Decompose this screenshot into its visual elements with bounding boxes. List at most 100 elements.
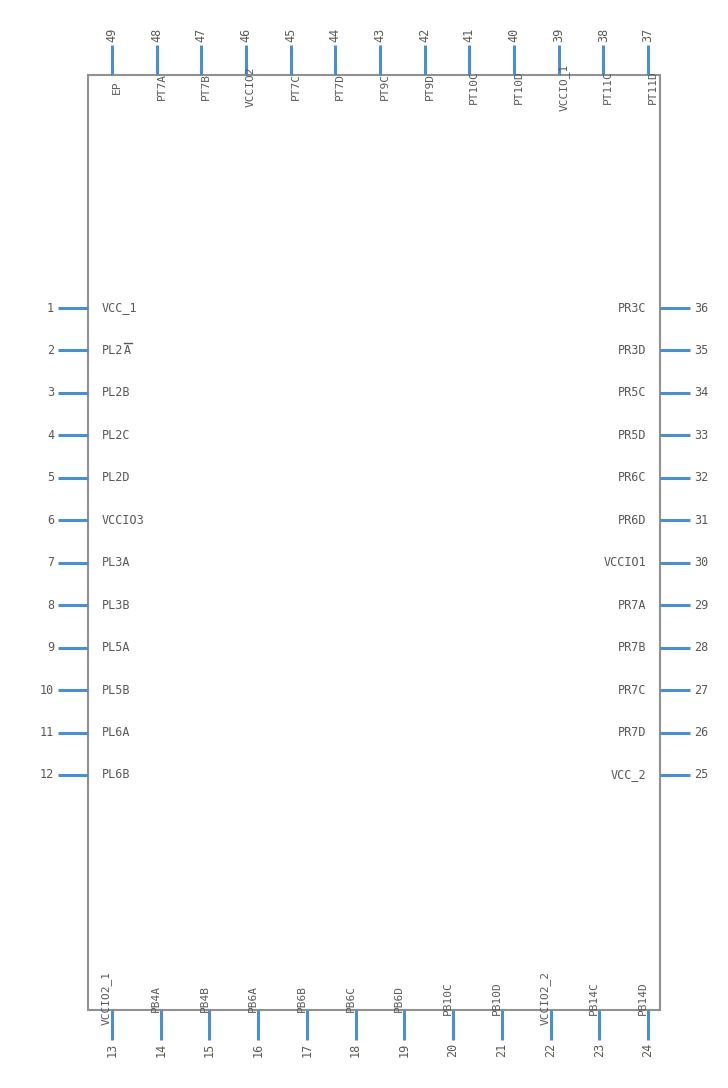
Text: 35: 35: [694, 344, 708, 357]
Text: 14: 14: [154, 1043, 167, 1058]
Text: 4: 4: [47, 429, 54, 442]
Text: 1: 1: [47, 301, 54, 314]
Text: PL6B: PL6B: [102, 768, 130, 781]
Text: PR6D: PR6D: [617, 514, 646, 527]
Text: PR3D: PR3D: [617, 344, 646, 357]
Text: PL5A: PL5A: [102, 641, 130, 654]
Text: A: A: [124, 344, 131, 357]
Text: 12: 12: [40, 768, 54, 781]
Text: 19: 19: [398, 1043, 411, 1058]
Text: 34: 34: [694, 386, 708, 399]
Text: 23: 23: [593, 1043, 606, 1058]
Text: 25: 25: [694, 768, 708, 781]
Text: 24: 24: [641, 1043, 654, 1058]
Text: PT7D: PT7D: [336, 74, 345, 100]
Text: VCCIO3: VCCIO3: [102, 514, 145, 527]
Text: 48: 48: [150, 28, 163, 42]
Text: 8: 8: [47, 598, 54, 611]
Text: PB6D: PB6D: [395, 985, 404, 1012]
Text: 16: 16: [252, 1043, 265, 1058]
Text: 26: 26: [694, 726, 708, 739]
Text: PT11D: PT11D: [648, 70, 658, 103]
Text: 45: 45: [284, 28, 297, 42]
Text: 5: 5: [47, 471, 54, 484]
Text: 46: 46: [240, 28, 253, 42]
Text: PT10D: PT10D: [514, 70, 524, 103]
Text: PT7A: PT7A: [157, 74, 167, 100]
Text: PB4B: PB4B: [199, 985, 210, 1012]
Text: PB6A: PB6A: [248, 985, 258, 1012]
Text: PR5D: PR5D: [617, 429, 646, 442]
Text: 20: 20: [446, 1043, 459, 1058]
Text: PL2D: PL2D: [102, 471, 130, 484]
Text: 21: 21: [495, 1043, 508, 1058]
Text: PB6C: PB6C: [346, 985, 356, 1012]
Text: 36: 36: [694, 301, 708, 314]
Text: 33: 33: [694, 429, 708, 442]
Text: PR5C: PR5C: [617, 386, 646, 399]
Text: 32: 32: [694, 471, 708, 484]
Text: 22: 22: [544, 1043, 557, 1058]
Text: VCCIO2_2: VCCIO2_2: [539, 970, 550, 1025]
Text: PR3C: PR3C: [617, 301, 646, 314]
Text: 13: 13: [106, 1043, 119, 1058]
Text: PB10D: PB10D: [492, 981, 502, 1015]
Text: VCCIO1: VCCIO1: [604, 556, 646, 569]
Text: 31: 31: [694, 514, 708, 527]
Text: 15: 15: [203, 1043, 216, 1058]
Text: 42: 42: [418, 28, 431, 42]
Text: 39: 39: [552, 28, 565, 42]
Text: 41: 41: [463, 28, 476, 42]
Text: PR7C: PR7C: [617, 683, 646, 696]
Text: PT9C: PT9C: [380, 74, 390, 100]
Text: 30: 30: [694, 556, 708, 569]
Text: 7: 7: [47, 556, 54, 569]
Text: PB14C: PB14C: [589, 981, 599, 1015]
Text: 2: 2: [47, 344, 54, 357]
Text: PL2: PL2: [102, 344, 123, 357]
Text: PL2C: PL2C: [102, 429, 130, 442]
Text: VCCIO_1: VCCIO_1: [558, 63, 569, 111]
Text: 29: 29: [694, 598, 708, 611]
Text: PR6C: PR6C: [617, 471, 646, 484]
Text: EP: EP: [112, 81, 122, 94]
Text: 40: 40: [507, 28, 521, 42]
Text: 49: 49: [106, 28, 119, 42]
Text: VCC_1: VCC_1: [102, 301, 138, 314]
Text: 38: 38: [597, 28, 610, 42]
Text: 43: 43: [373, 28, 387, 42]
Text: 9: 9: [47, 641, 54, 654]
Text: PL5B: PL5B: [102, 683, 130, 696]
Text: 3: 3: [47, 386, 54, 399]
Text: 27: 27: [694, 683, 708, 696]
Text: PT9D: PT9D: [424, 74, 435, 100]
Text: 17: 17: [301, 1043, 314, 1058]
Text: VCC_2: VCC_2: [610, 768, 646, 781]
Text: PR7A: PR7A: [617, 598, 646, 611]
Text: PB10C: PB10C: [443, 981, 453, 1015]
Text: PB4A: PB4A: [151, 985, 161, 1012]
Text: PT11C: PT11C: [604, 70, 613, 103]
Text: PR7B: PR7B: [617, 641, 646, 654]
Text: PT7B: PT7B: [202, 74, 211, 100]
Text: 6: 6: [47, 514, 54, 527]
Text: PL2B: PL2B: [102, 386, 130, 399]
Text: 44: 44: [329, 28, 342, 42]
Text: PT10C: PT10C: [470, 70, 479, 103]
Text: VCCIO2: VCCIO2: [246, 66, 256, 108]
Text: 47: 47: [195, 28, 207, 42]
Text: PL3A: PL3A: [102, 556, 130, 569]
Text: PL3B: PL3B: [102, 598, 130, 611]
Text: VCCIO2_1: VCCIO2_1: [101, 970, 112, 1025]
Text: PT7C: PT7C: [290, 74, 301, 100]
Text: 10: 10: [40, 683, 54, 696]
Text: PL6A: PL6A: [102, 726, 130, 739]
Text: 18: 18: [349, 1043, 362, 1058]
Text: 11: 11: [40, 726, 54, 739]
Text: PR7D: PR7D: [617, 726, 646, 739]
Text: PB6B: PB6B: [297, 985, 307, 1012]
Text: 28: 28: [694, 641, 708, 654]
Text: PB14D: PB14D: [638, 981, 648, 1015]
Text: 37: 37: [641, 28, 654, 42]
Bar: [88, 75, 660, 1010]
